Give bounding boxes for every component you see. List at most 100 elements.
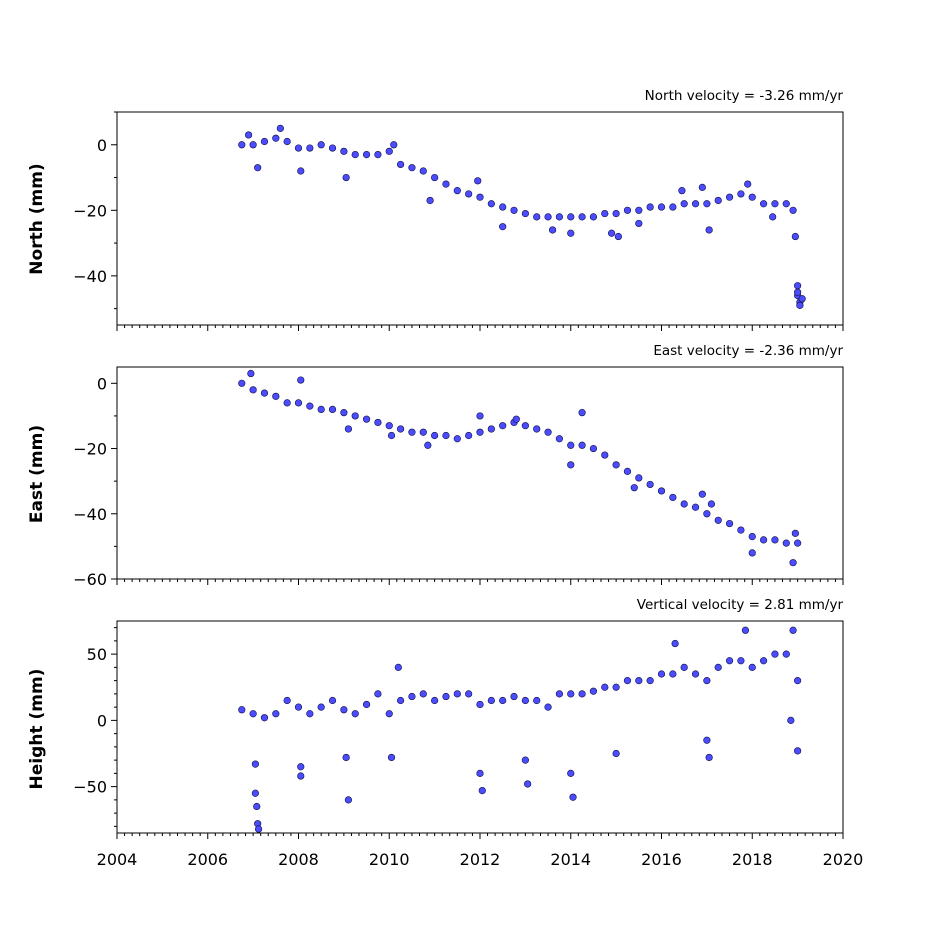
height-data-point <box>759 657 768 665</box>
north-data-point <box>374 151 382 159</box>
north-data-point <box>578 213 586 221</box>
east-data-point <box>759 536 768 544</box>
north-data-point <box>796 301 804 309</box>
north-data-point <box>789 206 797 214</box>
north-data-point <box>791 232 799 241</box>
height-data-point <box>510 692 518 701</box>
north-data-point <box>714 196 722 205</box>
height-data-point <box>714 663 722 671</box>
north-y-tick-label: 0 <box>97 136 107 155</box>
height-y-tick-label: 50 <box>87 645 107 664</box>
north-data-point <box>737 190 745 198</box>
height-data-point <box>521 696 529 705</box>
height-data-point <box>737 657 745 665</box>
height-data-point <box>612 749 620 758</box>
height-data-point <box>419 690 427 698</box>
height-data-point <box>251 789 259 797</box>
north-data-point <box>678 187 686 195</box>
height-data-point <box>794 747 802 755</box>
north-data-point <box>782 200 790 208</box>
north-data-point <box>276 124 284 132</box>
height-x-tick-label: 2006 <box>187 850 228 869</box>
north-data-point <box>431 173 439 182</box>
height-data-point <box>623 677 632 685</box>
east-data-point <box>340 409 348 417</box>
north-data-point <box>567 229 575 237</box>
height-data-point <box>567 690 575 698</box>
east-data-point <box>396 425 405 433</box>
north-data-point <box>555 213 564 221</box>
east-data-point <box>328 405 337 414</box>
east-data-point <box>630 484 638 492</box>
north-data-point <box>244 131 253 139</box>
east-data-point <box>669 493 677 502</box>
height-panel: Vertical velocity = 2.81 mm/yr Height (m… <box>27 597 863 869</box>
east-data-point <box>408 428 416 436</box>
east-data-point <box>385 422 393 430</box>
height-data-point <box>272 710 280 718</box>
height-data-point <box>342 753 350 762</box>
north-data-point <box>680 200 688 208</box>
north-data-point <box>657 203 666 211</box>
height-x-tick-label: 2016 <box>641 850 682 869</box>
height-data-point <box>705 753 713 762</box>
height-y-tick-label: 0 <box>97 711 107 730</box>
height-data-point <box>294 703 303 711</box>
north-data-point <box>249 141 257 149</box>
east-data-point <box>533 425 541 433</box>
east-data-point <box>748 549 756 557</box>
east-data-point <box>794 539 802 547</box>
east-data-point <box>297 376 305 384</box>
east-data-point <box>442 431 450 440</box>
north-data-point <box>453 187 461 195</box>
east-y-tick-label: −20 <box>73 440 107 459</box>
north-data-point <box>771 200 779 208</box>
east-data-point <box>691 503 700 511</box>
height-y-axis-label: Height (mm) <box>27 669 47 790</box>
east-data-point <box>499 422 507 430</box>
east-data-point <box>737 526 745 534</box>
height-data-point <box>306 710 314 718</box>
height-data-point <box>544 703 552 711</box>
east-data-point <box>521 422 529 430</box>
height-x-tick-label: 2014 <box>550 850 591 869</box>
north-data-point <box>794 288 802 296</box>
east-data-point <box>247 369 255 378</box>
height-data-point <box>374 690 382 698</box>
height-data-point <box>569 793 577 801</box>
east-data-point <box>748 532 756 541</box>
east-data-point <box>512 415 520 423</box>
east-data-point <box>578 441 586 449</box>
height-data-point <box>589 687 598 695</box>
height-data-point <box>238 706 246 714</box>
east-data-point <box>589 444 598 453</box>
height-data-point <box>748 663 756 671</box>
east-y-tick-label: −40 <box>73 505 107 524</box>
east-data-point <box>612 461 620 469</box>
north-data-point <box>691 200 700 208</box>
east-data-point <box>453 435 461 443</box>
height-series-points <box>238 626 802 833</box>
east-data-point <box>703 510 711 518</box>
height-data-point <box>635 677 643 685</box>
north-data-point <box>238 141 246 149</box>
east-y-axis-label: East (mm) <box>27 425 47 523</box>
north-series-points <box>238 124 806 309</box>
height-data-point <box>442 692 450 701</box>
north-data-point <box>396 160 405 169</box>
north-data-point <box>759 200 768 208</box>
height-data-point <box>387 753 396 762</box>
north-y-tick-label: −20 <box>73 201 107 220</box>
height-data-point <box>351 710 359 718</box>
east-data-point <box>698 490 706 498</box>
north-data-point <box>612 209 620 218</box>
height-data-point <box>691 670 700 678</box>
height-data-point <box>669 670 677 678</box>
north-y-tick-label: −40 <box>73 267 107 286</box>
north-data-point <box>646 203 654 211</box>
height-data-point <box>646 677 654 685</box>
north-data-point <box>499 223 507 231</box>
height-data-point <box>789 626 797 634</box>
height-data-point <box>297 772 305 780</box>
